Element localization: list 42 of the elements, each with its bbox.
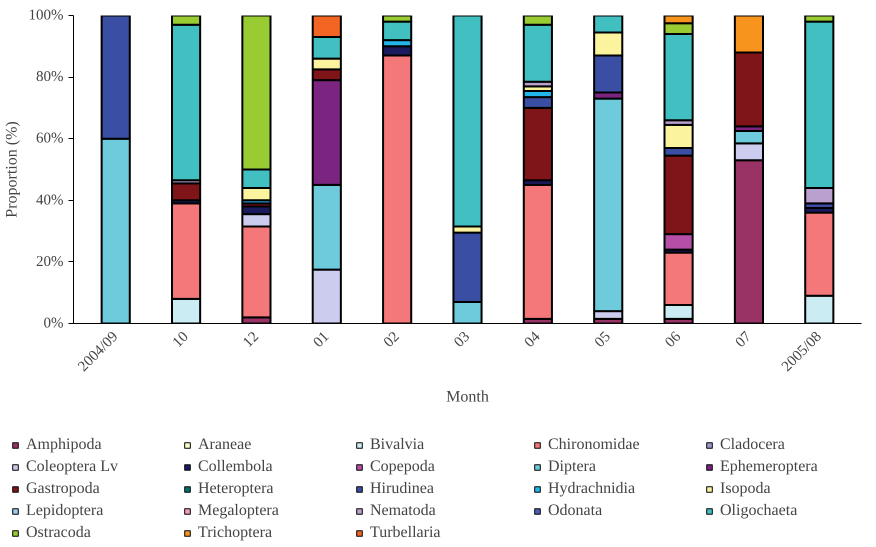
y-axis-title: Proportion (%) [4,121,21,218]
legend-label: Ostracoda [26,523,92,543]
legend-label: Coleoptera Lv [26,457,119,477]
y-tick-label: 0% [44,316,64,332]
legend-label: Gastropoda [26,479,101,499]
x-axis-title: Month [446,388,489,406]
legend-label: Isopoda [720,479,772,499]
legend-label: Chironomidae [548,435,641,455]
x-tick-label: 04 [522,328,544,351]
y-tick-label: 80% [36,69,64,86]
bar [171,182,202,202]
legend-label: Trichoptera [198,523,274,543]
legend-label: Hydrachnidia [548,479,636,499]
legend-label: Megaloptera [198,501,280,521]
legend-label: Odonata [548,501,604,521]
x-tick-label: 10 [170,328,192,351]
y-tick-label: 20% [36,254,64,270]
legend-label: Ephemeroptera [720,457,819,477]
legend-label: Collembola [198,457,274,477]
legend-label: Hirudinea [370,479,435,499]
x-tick-label: 12 [240,328,262,351]
y-tick-label: 60% [36,130,64,147]
legend-label: Oligochaeta [720,501,798,521]
legend-label: Lepidoptera [26,501,104,521]
legend-label: Copepoda [370,457,436,477]
legend-label: Diptera [548,457,597,477]
legend-label: Turbellaria [370,523,442,543]
legend-label: Amphipoda [26,435,103,455]
x-tick-label: 07 [732,328,755,351]
legend-label: Nematoda [370,501,437,521]
bar [522,184,553,320]
legend-label: Heteroptera [198,479,275,499]
x-tick-label: 06 [662,328,685,351]
x-tick-label: 02 [380,328,403,351]
y-tick-label: 40% [36,192,64,208]
legend-label: Bivalvia [370,435,426,455]
x-tick-label: 01 [310,328,332,351]
legend-label: Araneae [198,435,252,455]
x-tick-label: 05 [592,328,614,351]
y-tick-label: 100% [28,8,64,24]
x-tick-label: 03 [451,328,474,351]
legend-label: Cladocera [720,435,786,455]
